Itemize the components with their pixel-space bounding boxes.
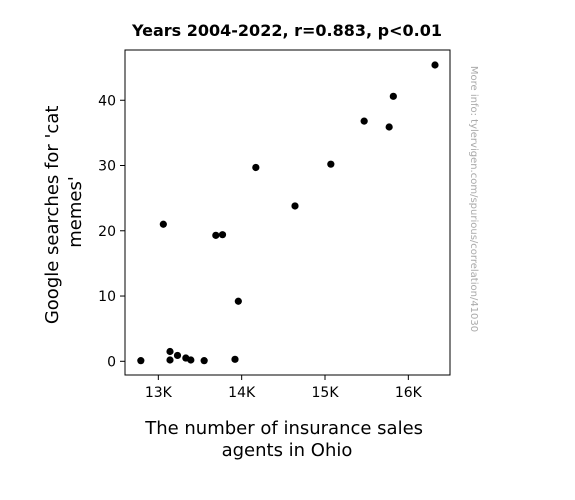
data-points bbox=[137, 61, 439, 365]
data-point bbox=[218, 231, 227, 239]
x-tick-label: 13K bbox=[145, 385, 173, 401]
watermark: More info: tylervigen.com/spurious/corre… bbox=[468, 66, 479, 332]
plot-frame bbox=[124, 49, 451, 376]
y-tick-label: 20 bbox=[98, 224, 116, 240]
x-axis-label-line-1: The number of insurance sales bbox=[144, 418, 423, 439]
x-axis: 13K 14K 15K 16K bbox=[145, 375, 423, 401]
y-axis-label-line-1: Google searches for 'cat bbox=[42, 106, 63, 325]
data-point bbox=[137, 357, 145, 365]
data-point bbox=[431, 61, 439, 69]
data-point bbox=[385, 123, 393, 131]
data-point bbox=[234, 297, 242, 305]
chart-title: Years 2004-2022, r=0.883, p<0.01 bbox=[131, 21, 442, 40]
y-axis-label-line-2: memes' bbox=[65, 176, 86, 248]
data-point bbox=[327, 160, 335, 168]
x-axis-label-line-2: agents in Ohio bbox=[222, 440, 353, 461]
y-axis-label: Google searches for 'cat memes' bbox=[42, 100, 86, 324]
data-point bbox=[291, 202, 299, 210]
x-axis-label: The number of insurance sales agents in … bbox=[144, 418, 429, 461]
data-point bbox=[389, 92, 397, 100]
x-tick-label: 15K bbox=[312, 385, 340, 401]
y-axis: 0 10 20 30 40 bbox=[98, 93, 125, 370]
y-tick-label: 40 bbox=[98, 93, 116, 109]
data-point bbox=[212, 231, 220, 239]
data-point bbox=[159, 220, 167, 228]
data-point bbox=[173, 351, 182, 360]
data-point bbox=[200, 357, 208, 365]
y-tick-label: 30 bbox=[98, 159, 116, 175]
x-tick-label: 14K bbox=[228, 385, 256, 401]
data-point bbox=[360, 117, 368, 125]
y-tick-label: 10 bbox=[98, 289, 116, 305]
x-tick-label: 16K bbox=[395, 385, 423, 401]
y-tick-label: 0 bbox=[107, 354, 116, 370]
data-point bbox=[166, 347, 174, 356]
data-point bbox=[166, 356, 174, 364]
data-point bbox=[187, 356, 195, 364]
data-point bbox=[231, 355, 239, 363]
data-point bbox=[252, 163, 260, 172]
